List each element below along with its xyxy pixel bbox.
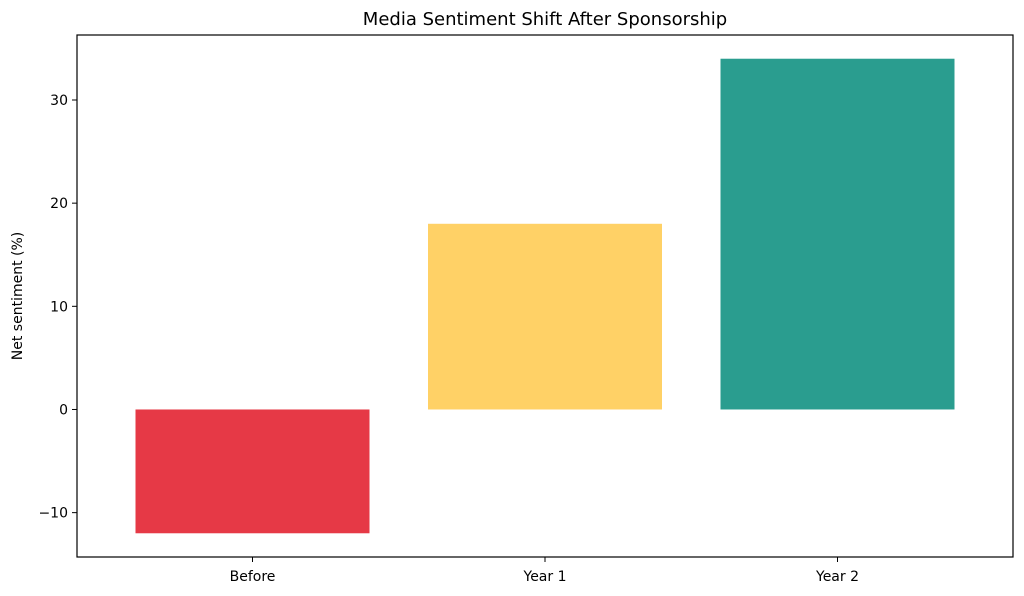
- x-tick-label: Before: [230, 569, 276, 585]
- bar-year-2: [720, 58, 955, 410]
- y-tick-label: 20: [50, 196, 68, 212]
- y-tick-label: 30: [50, 93, 68, 109]
- bar-year-1: [428, 223, 662, 410]
- y-axis: −10 0 10 20 30: [38, 93, 77, 522]
- bar-before: [135, 409, 370, 534]
- chart-title: Media Sentiment Shift After Sponsorship: [363, 9, 727, 30]
- y-tick-label: −10: [38, 506, 68, 522]
- y-tick-label: 10: [50, 299, 68, 315]
- y-axis-label: Net sentiment (%): [10, 232, 26, 360]
- bars-group: [135, 58, 955, 534]
- x-tick-label: Year 1: [523, 569, 567, 585]
- x-tick-label: Year 2: [815, 569, 859, 585]
- x-axis: Before Year 1 Year 2: [230, 557, 859, 585]
- y-tick-label: 0: [59, 402, 68, 418]
